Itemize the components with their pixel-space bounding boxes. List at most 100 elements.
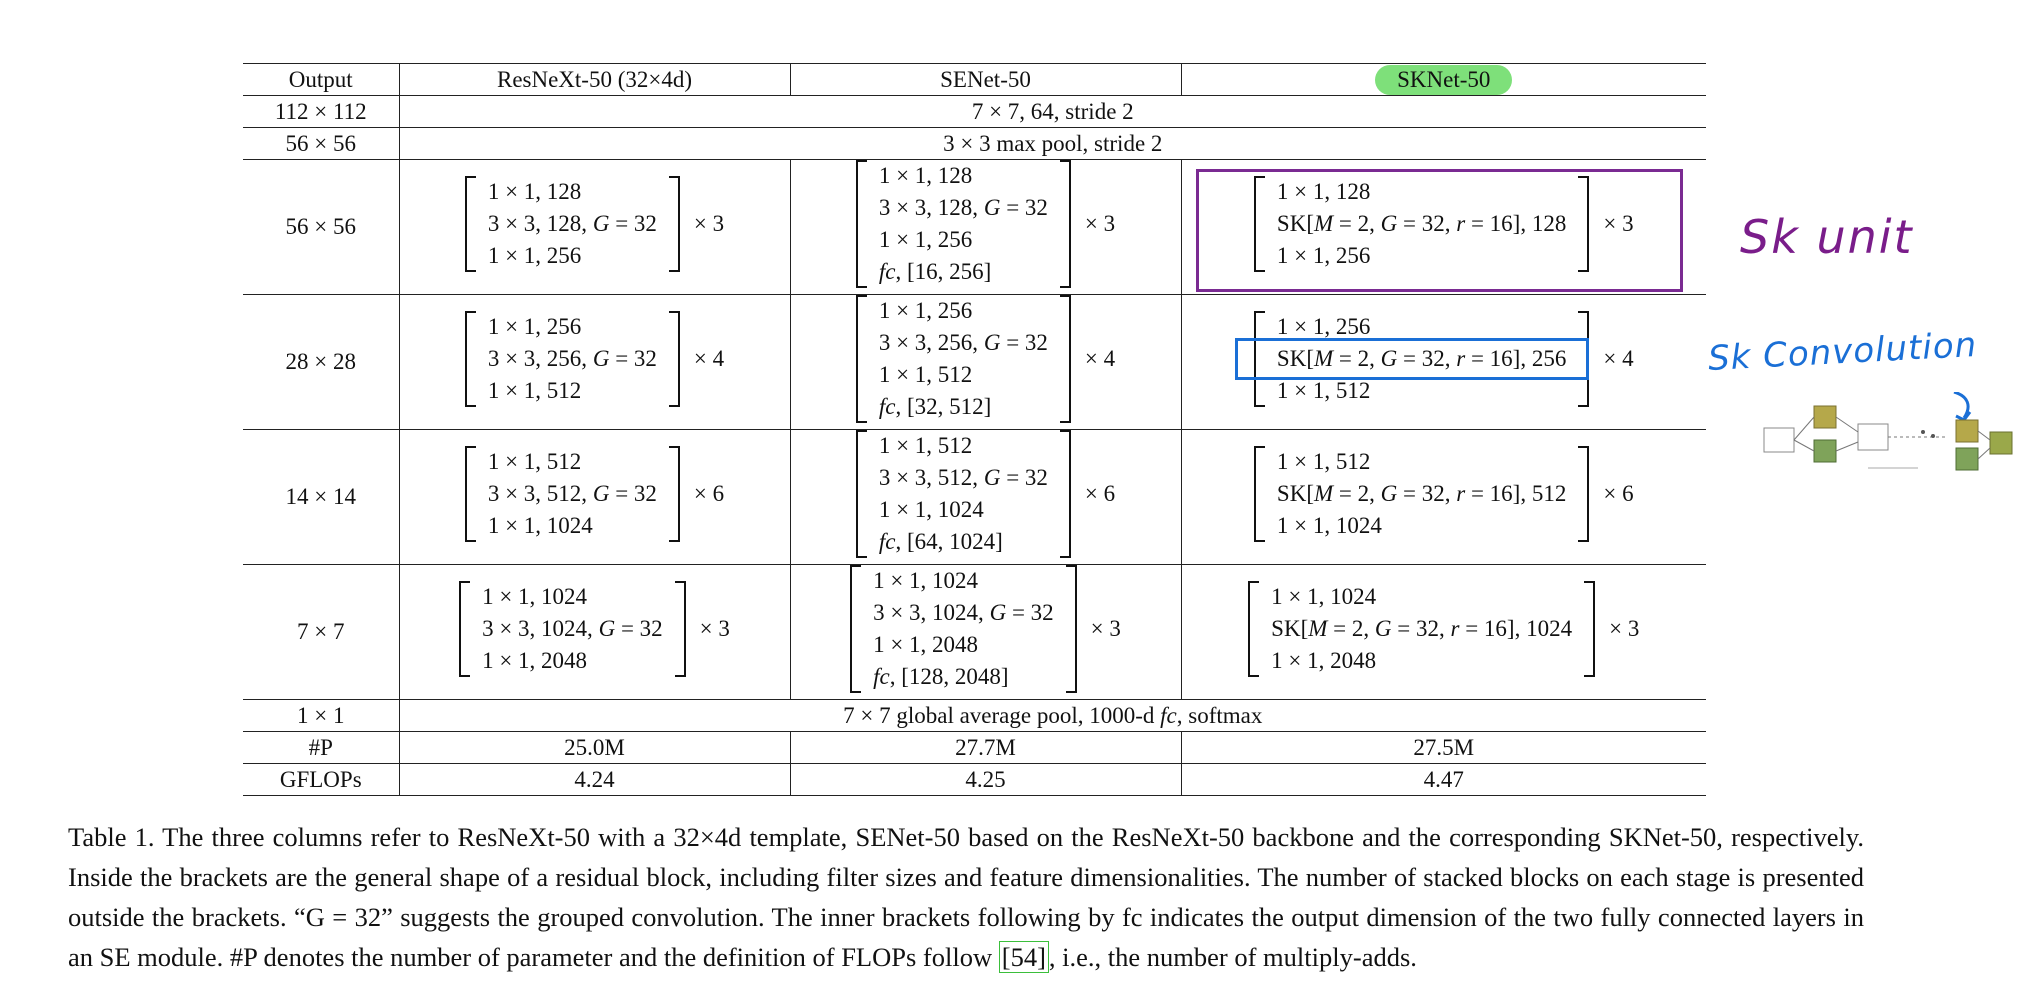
repeat-count: × 4	[1603, 346, 1634, 371]
left-bracket	[855, 295, 867, 423]
sknet-block: 1 × 1, 256 SK[M = 2, G = 32, r = 16], 256…	[1253, 311, 1634, 407]
senet-block-cell: 1 × 1, 256 3 × 3, 256, G = 32 1 × 1, 512 fc…	[789, 294, 1181, 430]
repeat-count: × 6	[1603, 481, 1634, 506]
layer-spec: 3 × 3, 1024, G = 32	[482, 616, 663, 641]
sknet-block-cell: 1 × 1, 512 SK[M = 2, G = 32, r = 16], 512…	[1180, 429, 1706, 565]
flops-value: 4.24	[398, 763, 790, 796]
left-bracket	[459, 581, 471, 677]
right-bracket	[668, 311, 680, 407]
layer-spec: 1 × 1, 512	[1276, 449, 1371, 474]
layer-spec: 1 × 1, 256	[1276, 314, 1371, 339]
repeat-count: × 3	[1090, 616, 1121, 641]
table-header-row: Output ResNeXt-50 (32×4d) SENet-50 SKNet…	[243, 63, 1706, 96]
citation-link[interactable]: [54]	[998, 940, 1049, 973]
layer-spec: 3 × 3, 512, G = 32	[878, 465, 1048, 490]
senet-block-cell: 1 × 1, 1024 3 × 3, 1024, G = 32 1 × 1, 204…	[789, 564, 1181, 700]
repeat-count: × 3	[1609, 616, 1640, 641]
layer-spec: 1 × 1, 256	[878, 298, 973, 323]
table-row-stage: 28 × 28 1 × 1, 256 3 × 3, 256, G = 32 1 × 1…	[243, 294, 1706, 430]
layer-spec: 1 × 1, 128	[1276, 179, 1371, 204]
header-sknet: SKNet-50	[1180, 63, 1706, 96]
sk-unit-annotation-box	[1196, 169, 1683, 292]
layer-spec: 3 × 3, 256, G = 32	[487, 346, 657, 371]
layer-spec: 1 × 1, 1024	[1271, 584, 1377, 609]
layer-spec: 3 × 3, 1024, G = 32	[873, 600, 1054, 625]
layer-spec: 3 × 3, 128, G = 32	[487, 211, 657, 236]
left-bracket	[464, 176, 476, 272]
sk-convolution-handwritten-label: Sk Convolution	[1707, 324, 1979, 380]
params-label: #P	[308, 734, 333, 760]
classifier-head: 7 × 7 global average pool, 1000-d fc, so…	[398, 699, 1706, 732]
right-bracket	[668, 446, 680, 542]
right-bracket	[674, 581, 686, 677]
sknet-highlight: SKNet-50	[1375, 64, 1513, 95]
right-bracket	[1059, 295, 1071, 423]
right-bracket	[1584, 581, 1596, 677]
layer-spec: 3 × 3, 256, G = 32	[878, 330, 1048, 355]
layer-spec: fc, [128, 2048]	[873, 664, 1009, 689]
left-bracket	[1253, 176, 1265, 272]
left-bracket	[1253, 311, 1265, 407]
right-bracket	[668, 176, 680, 272]
layer-spec: 1 × 1, 2048	[482, 648, 588, 673]
left-bracket	[855, 160, 867, 288]
layer-spec: 1 × 1, 256	[487, 314, 582, 339]
senet-block-cell: 1 × 1, 128 3 × 3, 128, G = 32 1 × 1, 256 fc…	[789, 159, 1181, 295]
resnext-block: 1 × 1, 1024 3 × 3, 1024, G = 32 1 × 1, 204…	[459, 581, 730, 677]
output-size: 112 × 112	[274, 98, 367, 124]
output-size: 14 × 14	[285, 484, 356, 509]
layer-spec: 3 × 3, 512, G = 32	[487, 481, 657, 506]
layer-spec: 1 × 1, 256	[487, 243, 582, 268]
classifier-text: 7 × 7 global average pool, 1000-d fc, so…	[843, 702, 1263, 728]
sk-convolution-figure-thumbnail	[1763, 392, 2013, 471]
layer-spec: 1 × 1, 1024	[878, 497, 984, 522]
params-value: 25.0M	[398, 731, 790, 764]
left-bracket	[1253, 446, 1265, 542]
repeat-count: × 6	[693, 481, 725, 506]
table-row-params: #P 25.0M 27.7M 27.5M	[243, 731, 1706, 764]
resnext-block-cell: 1 × 1, 128 3 × 3, 128, G = 32 1 × 1, 256 × …	[398, 159, 790, 295]
table-row-stage: 14 × 14 1 × 1, 512 3 × 3, 512, G = 32 1 × 1…	[243, 429, 1706, 565]
senet-block: 1 × 1, 128 3 × 3, 128, G = 32 1 × 1, 256 fc…	[855, 160, 1115, 288]
layer-spec: 1 × 1, 512	[878, 433, 973, 458]
left-bracket	[855, 430, 867, 558]
layer-spec: 1 × 1, 1024	[1276, 513, 1382, 538]
table-row-flops: GFLOPs 4.24 4.25 4.47	[243, 763, 1706, 796]
left-bracket	[464, 311, 476, 407]
resnext-block-cell: 1 × 1, 1024 3 × 3, 1024, G = 32 1 × 1, 204…	[398, 564, 790, 700]
header-senet: SENet-50	[789, 63, 1181, 96]
senet-block-cell: 1 × 1, 512 3 × 3, 512, G = 32 1 × 1, 1024 f…	[789, 429, 1181, 565]
repeat-count: × 4	[693, 346, 725, 371]
resnext-block: 1 × 1, 256 3 × 3, 256, G = 32 1 × 1, 512 × …	[464, 311, 725, 407]
sknet-block: 1 × 1, 128 SK[M = 2, G = 32, r = 16], 128…	[1253, 176, 1634, 272]
table-row-stem: 112 × 112 7 × 7, 64, stride 2	[243, 95, 1706, 128]
layer-spec: 1 × 1, 256	[1276, 243, 1371, 268]
table-caption: Table 1. The three columns refer to ResN…	[68, 817, 1864, 977]
left-bracket	[1248, 581, 1260, 677]
output-size: 7 × 7	[297, 619, 345, 644]
left-bracket	[464, 446, 476, 542]
layer-spec: 1 × 1, 1024	[873, 568, 979, 593]
sk-convolution-annotation-box	[1235, 338, 1589, 380]
layer-spec: SK[M = 2, G = 32, r = 16], 512	[1276, 481, 1567, 506]
layer-spec: 1 × 1, 1024	[482, 584, 588, 609]
layer-spec: 1 × 1, 512	[487, 378, 582, 403]
layer-spec: 1 × 1, 512	[487, 449, 582, 474]
caption-text: Table 1. The three columns refer to ResN…	[68, 821, 1864, 972]
sknet-block: 1 × 1, 1024 SK[M = 2, G = 32, r = 16], 10…	[1248, 581, 1639, 677]
sknet-block-cell: 1 × 1, 128 SK[M = 2, G = 32, r = 16], 128…	[1180, 159, 1706, 295]
layer-spec: 1 × 1, 2048	[1271, 648, 1377, 673]
resnext-block-cell: 1 × 1, 512 3 × 3, 512, G = 32 1 × 1, 1024 ×…	[398, 429, 790, 565]
layer-spec: 1 × 1, 512	[1276, 378, 1371, 403]
params-value: 27.7M	[789, 731, 1181, 764]
layer-spec: 1 × 1, 256	[878, 227, 973, 252]
flops-value: 4.47	[1180, 763, 1706, 796]
layer-spec: SK[M = 2, G = 32, r = 16], 256	[1276, 346, 1567, 371]
header-output: Output	[288, 66, 353, 92]
stem-conv: 7 × 7, 64, stride 2	[398, 95, 1706, 128]
layer-spec: fc, [64, 1024]	[878, 529, 1003, 554]
resnext-block: 1 × 1, 128 3 × 3, 128, G = 32 1 × 1, 256 × …	[464, 176, 724, 272]
senet-block: 1 × 1, 256 3 × 3, 256, G = 32 1 × 1, 512 fc…	[855, 295, 1115, 423]
layer-spec: 3 × 3, 128, G = 32	[878, 195, 1048, 220]
output-size: 56 × 56	[285, 214, 356, 239]
